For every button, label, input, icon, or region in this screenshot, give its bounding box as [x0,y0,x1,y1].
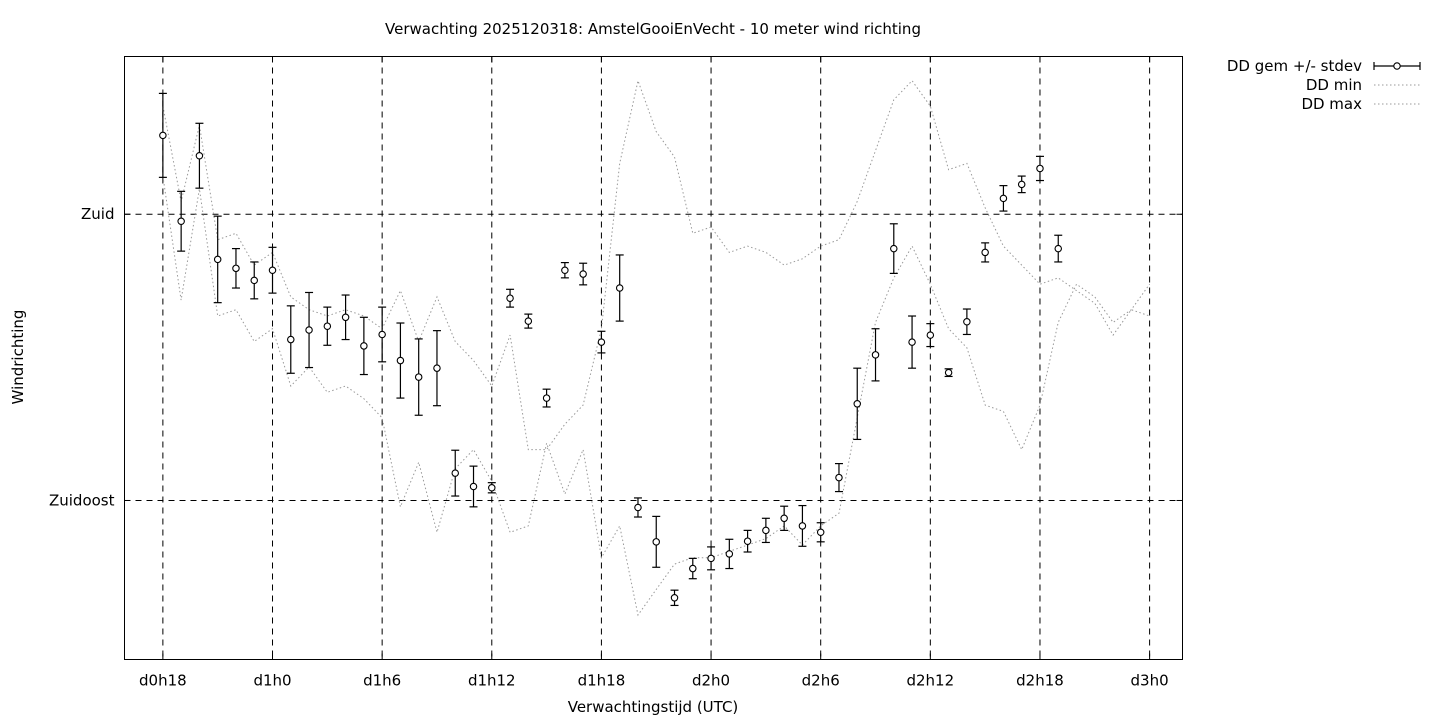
dd-max-line [162,78,1150,451]
mean-point-27 [652,538,660,546]
x-tick-label-9: d3h0 [1131,672,1169,690]
mean-point-11 [360,342,368,350]
axis-ticks: d0h18 d1h0 d1h6 d1h12 d1h18 d2h0 d2h6 d2h12 d2h1… [49,56,1183,690]
mean-point-48 [1036,164,1044,173]
chart-title: Verwachting 2025120318: AmstelGooiEnVech… [385,20,921,38]
mean-point-25 [615,284,624,292]
mean-point-13 [396,356,405,365]
error-bars [158,92,1063,607]
min-max-lines [162,78,1151,617]
x-tick-label-0: d0h18 [139,672,187,690]
y-axis-label: Windrichting [9,310,27,405]
x-tick-label-4: d1h18 [578,672,626,690]
mean-point-38 [853,400,861,408]
mean-point-28 [670,594,679,602]
mean-point-6 [268,266,277,274]
mean-point-31 [725,550,734,558]
legend-label-0: DD gem +/- stdev [1227,57,1362,75]
x-tick-label-8: d2h18 [1016,672,1064,690]
mean-point-21 [542,394,551,402]
y-tick-label-1: Zuidoost [49,491,115,509]
mean-point-23 [579,270,587,278]
mean-point-1 [177,217,185,225]
mean-point-20 [524,317,533,325]
plot-frame [124,56,1183,660]
dd-min-line [162,176,1151,617]
y-tick-label-0: Zuid [81,205,114,223]
x-tick-label-7: d2h12 [906,672,954,690]
x-tick-label-2: d1h6 [363,672,401,690]
mean-point-17 [469,482,478,491]
mean-point-15 [433,364,441,372]
legend-sample-point-0 [1393,62,1401,70]
legend-label-2: DD max [1301,95,1362,113]
mean-point-36 [816,528,825,537]
mean-point-47 [1017,180,1026,189]
mean-point-12 [378,330,386,339]
mean-point-41 [908,338,916,346]
mean-point-22 [561,266,569,274]
x-tick-label-3: d1h12 [468,672,516,690]
mean-point-4 [232,264,240,273]
mean-point-0 [159,131,167,140]
mean-point-3 [213,255,222,264]
mean-point-39 [871,351,880,359]
mean-points [159,131,1062,602]
mean-point-29 [689,564,697,573]
mean-point-7 [287,335,295,344]
x-tick-label-6: d2h6 [802,672,840,690]
grid-lines [124,56,1183,660]
mean-point-14 [414,373,423,381]
mean-point-30 [707,554,715,563]
legend-label-1: DD min [1306,76,1362,94]
mean-point-24 [597,338,606,346]
mean-point-5 [250,276,258,285]
mean-point-26 [634,503,642,512]
mean-point-43 [944,368,953,377]
mean-point-10 [341,313,350,322]
mean-point-8 [305,326,313,334]
mean-point-16 [451,469,459,477]
mean-point-9 [323,322,332,330]
mean-point-46 [999,194,1008,203]
mean-point-40 [890,244,898,253]
mean-point-35 [798,522,807,530]
mean-point-49 [1054,244,1062,253]
mean-point-42 [926,331,935,339]
x-tick-label-5: d2h0 [692,672,730,690]
mean-point-44 [963,317,971,326]
mean-point-2 [195,151,204,160]
mean-point-34 [780,514,788,523]
x-axis-label: Verwachtingstijd (UTC) [568,698,739,716]
mean-point-18 [488,484,496,492]
mean-point-45 [981,248,989,257]
mean-point-19 [506,294,514,302]
mean-point-37 [835,473,843,482]
mean-point-33 [762,526,770,535]
x-tick-label-1: d1h0 [253,672,291,690]
mean-point-32 [743,537,752,545]
